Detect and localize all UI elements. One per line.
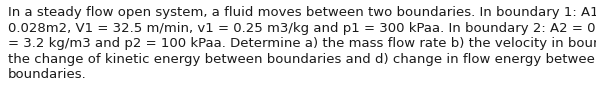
- Text: = 3.2 kg/m3 and p2 = 100 kPaa. Determine a) the mass flow rate b) the velocity i: = 3.2 kg/m3 and p2 = 100 kPaa. Determine…: [8, 37, 596, 50]
- Text: the change of kinetic energy between boundaries and d) change in flow energy bet: the change of kinetic energy between bou…: [8, 53, 596, 66]
- Text: boundaries.: boundaries.: [8, 68, 87, 81]
- Text: 0.028m2, V1 = 32.5 m/min, v1 = 0.25 m3/kg and p1 = 300 kPaa. In boundary 2: A2 =: 0.028m2, V1 = 32.5 m/min, v1 = 0.25 m3/k…: [8, 22, 596, 34]
- Text: In a steady flow open system, a fluid moves between two boundaries. In boundary : In a steady flow open system, a fluid mo…: [8, 6, 596, 19]
